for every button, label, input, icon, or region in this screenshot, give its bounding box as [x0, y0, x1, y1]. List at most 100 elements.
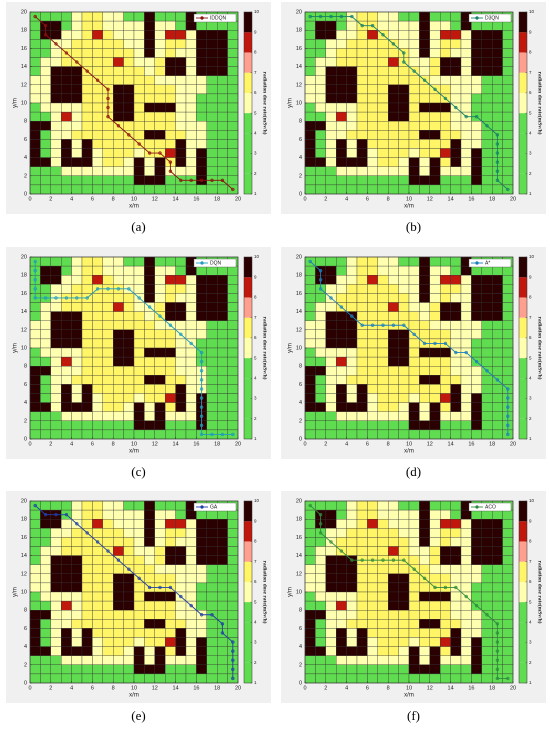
map-cell: [377, 39, 389, 49]
map-cell: [123, 655, 135, 665]
map-cell: [61, 564, 72, 574]
map-cell: [440, 175, 451, 186]
map-cell: [304, 265, 316, 276]
path-point: [370, 323, 375, 327]
map-cell: [408, 284, 420, 294]
map-cell: [450, 500, 462, 511]
map-cell: [377, 673, 389, 684]
map-cell: [356, 11, 368, 22]
map-cell: [123, 20, 135, 31]
map-cell: [206, 628, 218, 638]
map-cell: [113, 30, 124, 40]
map-cell: [398, 20, 410, 31]
map-cell: [154, 157, 166, 167]
path-point: [495, 151, 500, 155]
map-cell: [206, 30, 218, 40]
map-cell: [377, 411, 389, 421]
map-cell: [481, 628, 493, 638]
map-cell: [113, 347, 124, 358]
x-tick-label: 20: [510, 441, 516, 447]
map-cell: [492, 184, 503, 195]
path-point: [329, 14, 333, 19]
map-cell: [144, 175, 155, 186]
map-cell: [336, 121, 347, 131]
map-cell: [398, 500, 410, 511]
path-point: [370, 558, 375, 562]
map-cell: [40, 256, 51, 267]
map-cell: [92, 420, 103, 431]
map-cell: [367, 528, 378, 538]
map-cell: [50, 375, 62, 385]
map-cell: [217, 284, 228, 294]
map-cell: [217, 655, 228, 665]
map-cell: [460, 356, 472, 367]
map-cell: [481, 102, 493, 113]
map-cell: [356, 637, 368, 647]
map-cell: [336, 500, 347, 511]
map-cell: [325, 338, 337, 349]
map-cell: [217, 293, 228, 303]
map-cell: [113, 148, 124, 158]
map-cell: [481, 338, 493, 349]
map-cell: [40, 166, 51, 176]
map-cell: [325, 184, 337, 195]
map-cell: [315, 30, 326, 40]
map-cell: [165, 57, 176, 67]
map-cell: [460, 66, 472, 76]
map-cell: [377, 509, 389, 520]
map-cell: [367, 302, 378, 312]
map-cell: [123, 509, 135, 520]
map-cell: [92, 429, 103, 440]
map-cell: [471, 429, 482, 440]
map-cell: [325, 121, 337, 131]
path-point: [231, 649, 235, 653]
map-cell: [440, 509, 451, 520]
map-cell: [217, 384, 228, 394]
map-cell: [61, 429, 72, 440]
path-point: [33, 296, 37, 300]
map-cell: [175, 619, 187, 629]
map-cell: [102, 184, 114, 195]
map-cell: [29, 509, 41, 520]
legend-marker: [475, 505, 479, 509]
map-cell: [196, 30, 207, 40]
map-cell: [71, 130, 83, 140]
map-cell: [61, 284, 72, 294]
map-cell: [440, 646, 451, 656]
map-cell: [175, 610, 187, 620]
map-cell: [398, 347, 410, 358]
map-cell: [81, 393, 93, 403]
map-cell: [50, 637, 62, 647]
map-cell: [336, 564, 347, 574]
map-cell: [29, 411, 41, 421]
map-cell: [206, 39, 218, 49]
map-cell: [175, 166, 187, 176]
path-point: [329, 540, 333, 544]
map-cell: [102, 375, 114, 385]
path-point: [199, 432, 204, 437]
map-cell: [450, 121, 462, 131]
map-cell: [40, 411, 51, 421]
map-cell: [71, 338, 83, 349]
map-cell: [133, 637, 145, 647]
map-cell: [206, 573, 218, 584]
map-cell: [227, 102, 239, 113]
map-cell: [367, 265, 378, 276]
map-cell: [113, 402, 124, 412]
map-cell: [377, 175, 389, 186]
map-cell: [196, 673, 207, 684]
map-cell: [408, 39, 420, 49]
path-point: [147, 305, 152, 309]
map-cell: [185, 93, 197, 104]
map-cell: [336, 375, 347, 385]
map-cell: [346, 57, 358, 67]
x-tick-label: 12: [427, 685, 433, 691]
map-cell: [356, 48, 368, 58]
map-cell: [71, 673, 83, 684]
map-cell: [133, 528, 145, 538]
map-cell: [133, 628, 145, 638]
map-cell: [408, 57, 420, 67]
colorbar-tick-label: 6: [529, 579, 532, 584]
map-cell: [50, 11, 62, 22]
map-cell: [304, 184, 316, 195]
